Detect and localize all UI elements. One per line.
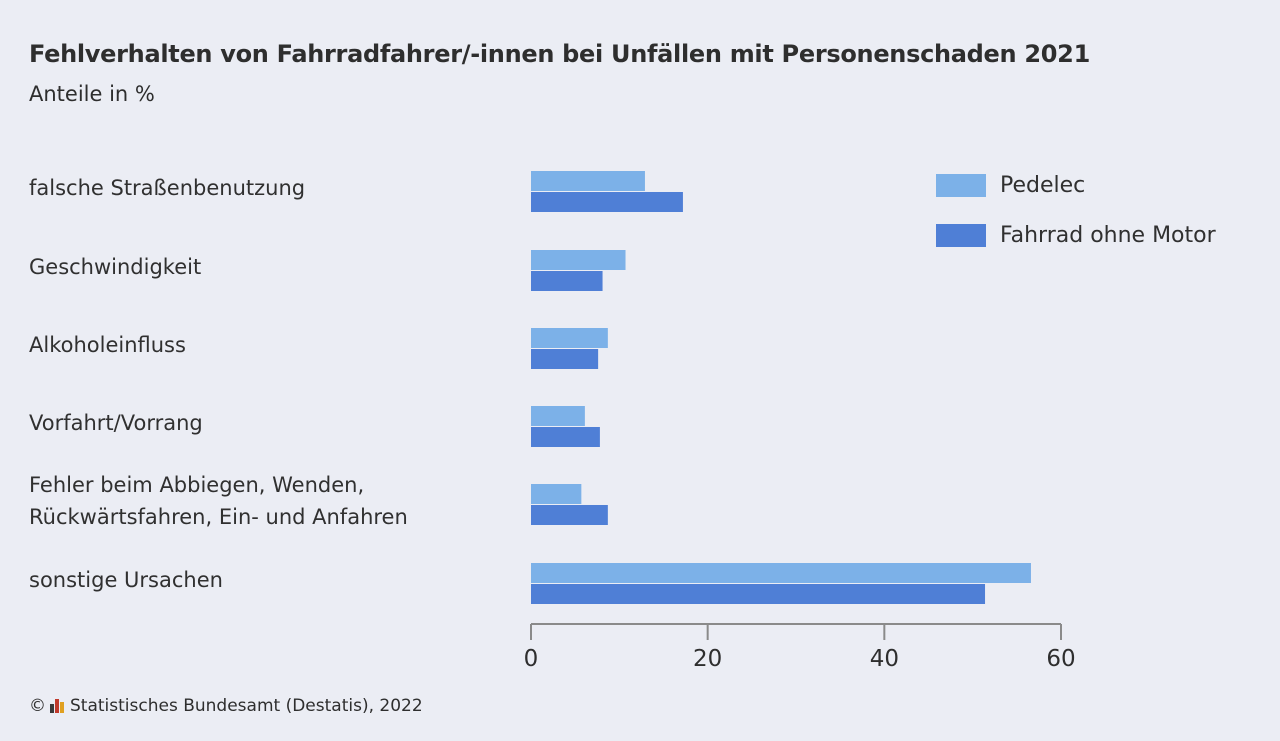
bar-pedelec-3 — [531, 406, 585, 426]
category-label: Vorfahrt/Vorrang — [29, 410, 203, 435]
bars-group — [531, 171, 1031, 604]
bar-pedelec-4 — [531, 484, 582, 504]
bar-fahrrad-3 — [531, 427, 600, 447]
x-tick-label: 0 — [524, 646, 539, 672]
destatis-logo-icon — [50, 699, 64, 713]
chart-title: Fehlverhalten von Fahrradfahrer/-innen b… — [29, 40, 1090, 68]
legend-swatch-pedelec — [936, 173, 986, 197]
x-tick-label: 60 — [1046, 646, 1075, 672]
bar-pedelec-1 — [531, 250, 626, 270]
category-label: falsche Straßenbenutzung — [29, 175, 306, 200]
legend-label-fahrrad: Fahrrad ohne Motor — [1000, 222, 1216, 248]
bar-fahrrad-5 — [531, 584, 986, 604]
category-label: Alkoholeinfluss — [29, 332, 186, 357]
bar-pedelec-0 — [531, 171, 645, 191]
bar-fahrrad-4 — [531, 505, 608, 525]
legend-item-pedelec: Pedelec — [936, 160, 1216, 210]
source-text: Statistisches Bundesamt (Destatis), 2022 — [70, 696, 423, 716]
bar-fahrrad-0 — [531, 192, 683, 212]
bar-pedelec-2 — [531, 328, 608, 348]
copyright-icon: © — [29, 696, 46, 716]
x-tick-label: 20 — [693, 646, 722, 672]
x-axis: 0 20 40 60 — [524, 623, 1076, 672]
source-footer: © Statistisches Bundesamt (Destatis), 20… — [29, 696, 423, 716]
category-label: sonstige Ursachen — [29, 567, 223, 592]
chart-subtitle: Anteile in % — [29, 82, 155, 106]
category-label: Fehler beim Abbiegen, Wenden, Rückwärtsf… — [29, 472, 408, 529]
legend-swatch-fahrrad — [936, 223, 986, 247]
bar-fahrrad-1 — [531, 271, 603, 291]
bar-pedelec-5 — [531, 563, 1031, 583]
legend-label-pedelec: Pedelec — [1000, 172, 1086, 198]
legend: Pedelec Fahrrad ohne Motor — [936, 160, 1216, 260]
bar-fahrrad-2 — [531, 349, 599, 369]
category-label: Geschwindigkeit — [29, 254, 202, 279]
x-tick-label: 40 — [870, 646, 899, 672]
legend-item-fahrrad: Fahrrad ohne Motor — [936, 210, 1216, 260]
